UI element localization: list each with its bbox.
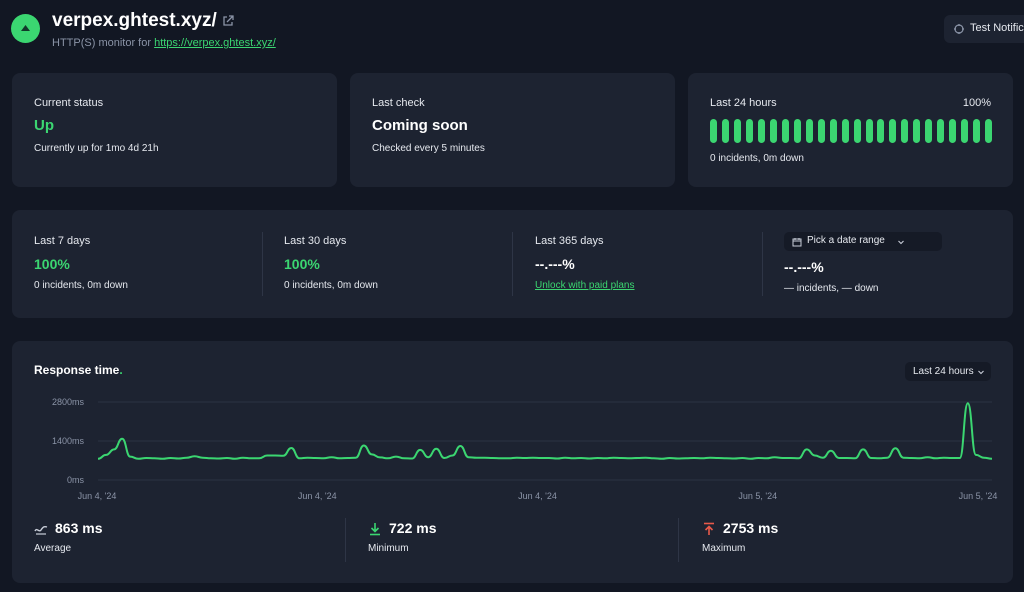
uptime-bar[interactable] [841, 119, 849, 143]
uptime-bar[interactable] [793, 119, 801, 143]
last-24-detail: 0 incidents, 0m down [710, 153, 804, 164]
uptime-30d-detail: 0 incidents, 0m down [284, 280, 378, 291]
caret-up-icon [21, 25, 30, 31]
chevron-down-icon [978, 370, 984, 375]
maximum-label: Maximum [702, 543, 746, 554]
uptime-bar[interactable] [889, 119, 897, 143]
minimum-value: 722 ms [389, 520, 437, 536]
uptime-bar[interactable] [722, 119, 729, 143]
response-time-series-line [97, 402, 993, 460]
divider [345, 518, 346, 562]
date-range-detail: — incidents, — down [784, 283, 879, 294]
test-notification-label: Test Notifica [970, 22, 1024, 34]
current-status-detail: Currently up for 1mo 4d 21h [34, 143, 159, 154]
average-label: Average [34, 543, 72, 554]
last-check-card: Last check Coming soon Checked every 5 m… [350, 73, 675, 187]
uptime-bar[interactable] [805, 119, 813, 143]
calendar-icon [792, 238, 802, 247]
average-value: 863 ms [55, 520, 103, 536]
response-range-select[interactable]: Last 24 hours [905, 362, 991, 381]
last-check-detail: Checked every 5 minutes [372, 143, 485, 154]
uptime-bar[interactable] [949, 119, 957, 143]
unlock-paid-plans-link[interactable]: Unlock with paid plans [535, 280, 635, 291]
current-status-card: Current status Up Currently up for 1mo 4… [12, 73, 337, 187]
uptime-bar[interactable] [913, 119, 921, 143]
arrow-up-icon [704, 522, 714, 535]
date-range-value: --.---% [784, 259, 824, 275]
uptime-30d-label: Last 30 days [284, 235, 347, 247]
title-dot: . [119, 363, 123, 377]
last-24-hours-card: Last 24 hours 100% 0 incidents, 0m down [688, 73, 1013, 187]
divider [678, 518, 679, 562]
bell-icon [954, 24, 964, 34]
current-status-value: Up [34, 117, 54, 134]
uptime-bar[interactable] [865, 119, 873, 143]
uptime-bars [710, 119, 992, 143]
uptime-bar[interactable] [769, 119, 777, 143]
uptime-bar[interactable] [937, 119, 945, 143]
x-tick-label: Jun 5, '24 [959, 491, 998, 501]
y-tick-label: 2800ms [52, 397, 85, 407]
divider [262, 232, 263, 296]
date-range-label: Pick a date range [807, 235, 885, 246]
minimum-label: Minimum [368, 543, 409, 554]
last-check-label: Last check [372, 97, 425, 109]
average-icon [34, 525, 48, 535]
uptime-bar[interactable] [733, 119, 741, 143]
uptime-bar[interactable] [853, 119, 861, 143]
subtitle-prefix: HTTP(S) monitor for [52, 37, 152, 49]
y-tick-label: 1400ms [52, 436, 85, 446]
uptime-365d-value: --.---% [535, 256, 575, 272]
uptime-bar[interactable] [757, 119, 765, 143]
response-range-label: Last 24 hours [913, 366, 974, 377]
uptime-7d-label: Last 7 days [34, 235, 91, 247]
page-title: verpex.ghtest.xyz/ [52, 10, 217, 31]
uptime-bar[interactable] [817, 119, 825, 143]
last-24-label: Last 24 hours [710, 97, 777, 109]
last-24-percent: 100% [962, 97, 991, 109]
response-time-title-text: Response time [34, 363, 120, 377]
monitor-subtitle: HTTP(S) monitor for https://verpex.ghtes… [52, 37, 276, 49]
monitor-url-link[interactable]: https://verpex.ghtest.xyz/ [154, 37, 276, 49]
uptime-bar[interactable] [973, 119, 981, 143]
uptime-bar[interactable] [829, 119, 837, 143]
status-indicator [11, 14, 40, 43]
response-time-chart: 2800ms 1400ms 0ms Jun 4, '24 Jun 4, '24 Jun 4… [52, 397, 998, 501]
uptime-bar[interactable] [901, 119, 909, 143]
uptime-bar[interactable] [877, 119, 885, 143]
uptime-bar[interactable] [710, 119, 717, 143]
last-check-value: Coming soon [372, 117, 468, 134]
y-tick-label: 0ms [67, 475, 85, 485]
maximum-value: 2753 ms [723, 520, 779, 536]
uptime-bar[interactable] [961, 119, 969, 143]
x-tick-label: Jun 4, '24 [78, 491, 117, 501]
uptime-7d-value: 100% [34, 256, 70, 272]
uptime-365d-label: Last 365 days [535, 235, 604, 247]
x-tick-label: Jun 4, '24 [518, 491, 557, 501]
uptime-bar[interactable] [985, 119, 992, 143]
uptime-30d-value: 100% [284, 256, 320, 272]
current-status-label: Current status [34, 97, 104, 109]
uptime-bar[interactable] [925, 119, 933, 143]
arrow-down-icon [370, 523, 380, 536]
uptime-bar[interactable] [781, 119, 789, 143]
uptime-summary-card: Last 7 days 100% 0 incidents, 0m down La… [12, 210, 1013, 318]
divider [762, 232, 763, 296]
divider [512, 232, 513, 296]
chevron-down-icon [898, 240, 904, 245]
external-link-icon[interactable] [221, 14, 235, 28]
uptime-bar[interactable] [745, 119, 753, 143]
x-tick-label: Jun 4, '24 [298, 491, 337, 501]
response-time-title: Response time. [34, 363, 123, 377]
test-notification-button[interactable]: Test Notifica [944, 15, 1024, 43]
uptime-7d-detail: 0 incidents, 0m down [34, 280, 128, 291]
x-tick-label: Jun 5, '24 [738, 491, 777, 501]
date-range-picker[interactable]: Pick a date range [784, 232, 942, 251]
response-time-card: Response time. Last 24 hours 2800ms 1400m… [12, 341, 1013, 583]
